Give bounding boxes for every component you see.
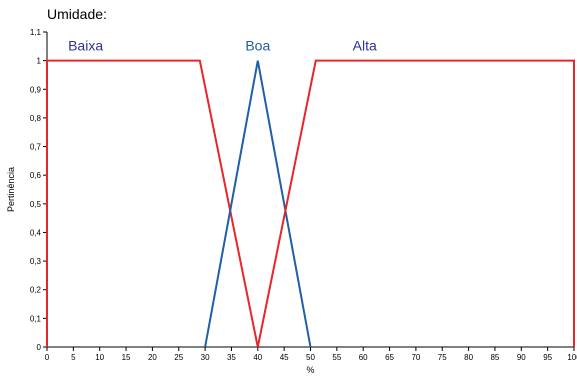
x-tick-label: 35: [227, 353, 236, 362]
set-labels: Baixa Boa Alta: [68, 38, 377, 54]
set-label-boa: Boa: [245, 38, 270, 54]
y-tick-label: 0,9: [30, 85, 42, 94]
y-tick-label: 0,3: [30, 257, 42, 266]
y-tick-label: 0,8: [30, 114, 42, 123]
x-tick-label: 90: [517, 353, 526, 362]
y-tick-label: 1,1: [30, 28, 42, 37]
set-label-alta: Alta: [353, 38, 377, 54]
x-tick-label: 45: [280, 353, 289, 362]
x-tick-label: 50: [306, 353, 315, 362]
x-tick-label: 40: [253, 353, 262, 362]
y-tick-label: 0,2: [30, 286, 42, 295]
series-line-baixa: [46, 59, 259, 348]
x-tick-label: 75: [438, 353, 447, 362]
series-line-boa: [204, 60, 312, 348]
x-tick-label: 30: [201, 353, 210, 362]
x-tick-label: 95: [543, 353, 552, 362]
y-tick-label: 0: [37, 343, 42, 352]
x-tick-label: 60: [359, 353, 368, 362]
x-tick-label: 80: [464, 353, 473, 362]
y-tick-label: 0,4: [30, 228, 42, 237]
chart-axes: 0 5 10 15 20 25 30 35 40 45 50 55 60 65 70 75 80 85 90 95 10…: [30, 28, 577, 362]
x-tick-label: 10: [95, 353, 104, 362]
x-tick-label: 100: [567, 353, 577, 362]
x-tick-label: 25: [174, 353, 183, 362]
chart-series: [46, 59, 575, 348]
x-axis-label: %: [306, 365, 314, 375]
set-label-baixa: Baixa: [68, 38, 103, 54]
y-axis-label: Pertinência: [6, 167, 16, 212]
series-line-alta: [256, 59, 575, 348]
x-tick-label: 20: [148, 353, 157, 362]
chart-title: Umidade:: [47, 6, 107, 22]
x-tick-label: 65: [385, 353, 394, 362]
y-tick-label: 0,7: [30, 143, 42, 152]
x-tick-label: 70: [411, 353, 420, 362]
y-tick-label: 1: [37, 57, 42, 66]
y-tick-label: 0,5: [30, 200, 42, 209]
x-tick-label: 0: [45, 353, 50, 362]
y-tick-label: 0,6: [30, 171, 42, 180]
x-tick-label: 15: [122, 353, 131, 362]
x-tick-label: 85: [490, 353, 499, 362]
x-tick-label: 55: [332, 353, 341, 362]
y-tick-label: 0,1: [30, 314, 42, 323]
x-tick-label: 5: [71, 353, 76, 362]
